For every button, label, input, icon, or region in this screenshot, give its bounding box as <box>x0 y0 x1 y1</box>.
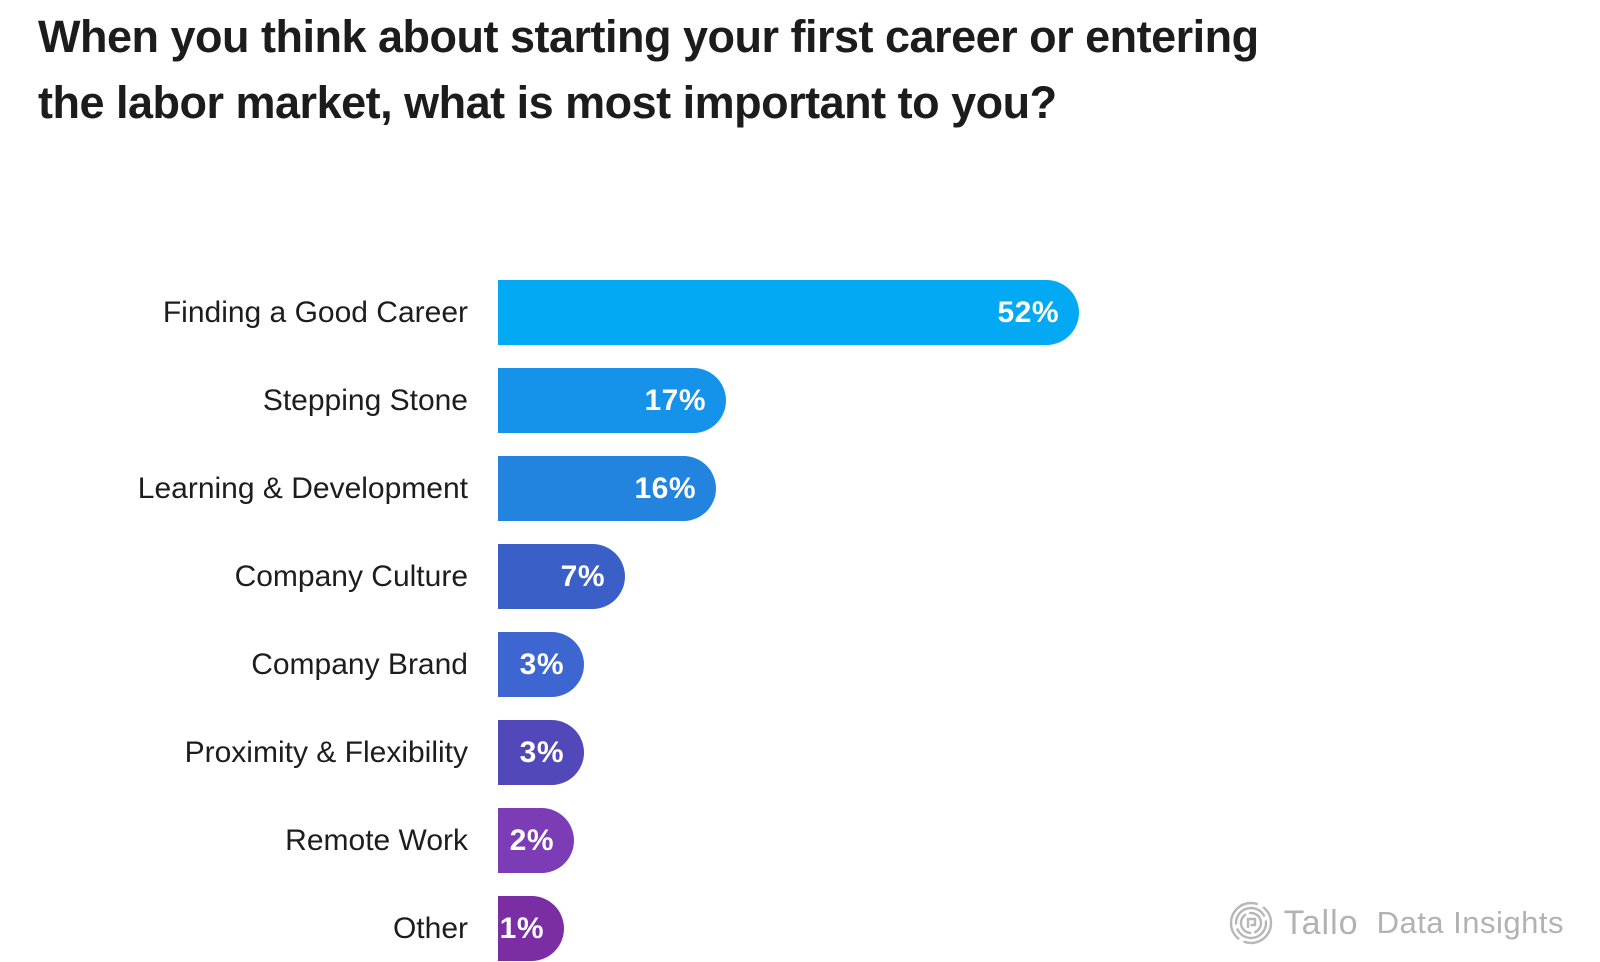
bar-row: Learning & Development 16% <box>0 456 1600 521</box>
chart-title: When you think about starting your first… <box>38 4 1259 136</box>
bar-value-label: 3% <box>519 647 564 681</box>
brand-suffix: Data Insights <box>1376 905 1564 940</box>
chart-title-line-1: When you think about starting your first… <box>38 11 1259 62</box>
category-label: Company Culture <box>234 559 468 593</box>
brand-name: Tallo <box>1283 903 1359 942</box>
category-label: Stepping Stone <box>262 383 468 417</box>
bar-value-label: 1% <box>499 911 544 945</box>
bar-value-label: 3% <box>519 735 564 769</box>
category-label: Learning & Development <box>137 471 468 505</box>
bar: 17% <box>498 368 726 433</box>
bar: 2% <box>498 808 574 873</box>
bar-value-label: 2% <box>509 823 554 857</box>
bar: 52% <box>498 280 1079 345</box>
brand-footer: Tallo Data Insights <box>1228 900 1564 946</box>
bar-value-label: 17% <box>644 383 706 417</box>
bar-row: Proximity & Flexibility 3% <box>0 720 1600 785</box>
tallo-fingerprint-rings-icon <box>1229 901 1272 945</box>
bar-row: Finding a Good Career 52% <box>0 280 1600 345</box>
category-label: Other <box>392 911 468 945</box>
bar-row: Company Culture 7% <box>0 544 1600 609</box>
category-label: Company Brand <box>251 647 468 681</box>
category-label: Finding a Good Career <box>162 295 468 329</box>
bar-value-label: 52% <box>997 295 1059 329</box>
bar-row: Stepping Stone 17% <box>0 368 1600 433</box>
horizontal-bar-chart: Finding a Good Career 52% Stepping Stone 17… <box>0 280 1600 962</box>
bar: 1% <box>498 896 564 961</box>
bar: 16% <box>498 456 716 521</box>
bar: 3% <box>498 720 584 785</box>
category-label: Remote Work <box>285 823 468 857</box>
bar-row: Remote Work 2% <box>0 808 1600 873</box>
bar-value-label: 16% <box>634 471 696 505</box>
bar-row: Company Brand 3% <box>0 632 1600 697</box>
bar: 3% <box>498 632 584 697</box>
bar-value-label: 7% <box>560 559 605 593</box>
bar: 7% <box>498 544 625 609</box>
category-label: Proximity & Flexibility <box>184 735 468 769</box>
chart-title-line-2: the labor market, what is most important… <box>38 77 1057 128</box>
bar-row: Other 1% <box>0 896 1600 961</box>
